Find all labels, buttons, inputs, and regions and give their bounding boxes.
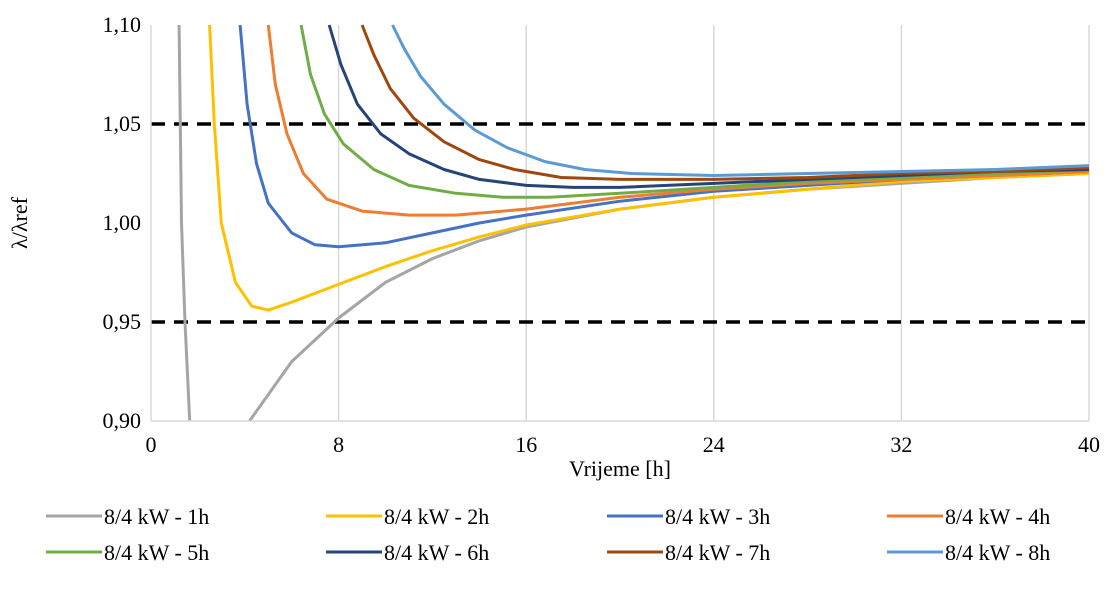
legend-label-7: 8/4 kW - 7h [665,540,770,565]
x-tick-label: 40 [1078,432,1100,457]
legend-label-4: 8/4 kW - 4h [945,504,1050,529]
x-tick-label: 8 [333,432,344,457]
x-tick-label: 32 [890,432,912,457]
series-line-5 [299,24,1090,199]
gridlines [337,25,1090,421]
legend-label-1: 8/4 kW - 1h [104,504,209,529]
series-line-1-branch [248,172,1090,422]
series-line-3 [238,24,1090,249]
y-tick-label: 1,10 [103,12,142,37]
series-line-7 [360,24,1090,181]
legend-label-2: 8/4 kW - 2h [384,504,489,529]
y-tick-label: 1,05 [103,111,142,136]
y-tick-labels: 0,90 0,95 1,00 1,05 1,10 [103,12,142,433]
series-line-2 [208,24,1090,312]
x-tick-label: 0 [146,432,157,457]
x-tick-label: 16 [515,432,537,457]
reference-lines [151,122,1089,324]
legend: 8/4 kW - 1h 8/4 kW - 2h 8/4 kW - 3h 8/4 kW … [46,504,1050,565]
y-tick-label: 0,90 [103,408,142,433]
x-tick-label: 24 [703,432,725,457]
series-line-6 [327,24,1090,189]
series-line-1 [177,24,192,422]
y-axis-title: λ/λref [7,196,32,249]
series-lines [177,24,1090,422]
series-line-4 [266,24,1090,217]
legend-label-8: 8/4 kW - 8h [945,540,1050,565]
x-tick-labels: 0 8 16 24 32 40 [146,432,1101,457]
series-line-8 [391,24,1090,177]
y-tick-label: 0,95 [103,309,142,334]
legend-label-5: 8/4 kW - 5h [104,540,209,565]
y-tick-label: 1,00 [103,210,142,235]
x-axis-title: Vrijeme [h] [569,456,671,481]
legend-label-6: 8/4 kW - 6h [384,540,489,565]
axes [150,25,1089,422]
legend-label-3: 8/4 kW - 3h [665,504,770,529]
